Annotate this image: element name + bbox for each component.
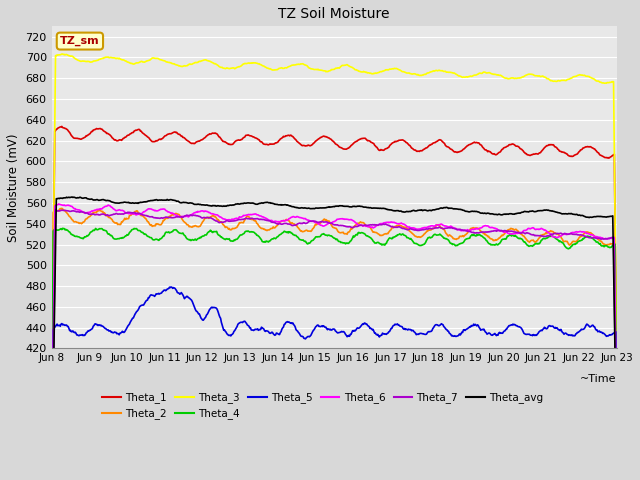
- Line: Theta_3: Theta_3: [52, 54, 617, 420]
- Theta_avg: [420, 207, 428, 213]
- Theta_2: [174, 211, 182, 217]
- Theta_7: [404, 227, 412, 233]
- Line: Theta_avg: Theta_avg: [52, 197, 617, 480]
- Theta_1: [613, 387, 621, 393]
- Theta_avg: [613, 450, 621, 456]
- Theta_1: [420, 146, 428, 152]
- Text: TZ_sm: TZ_sm: [60, 36, 100, 46]
- Theta_2: [420, 231, 428, 237]
- Theta_avg: [58, 195, 66, 201]
- Theta_6: [404, 224, 412, 230]
- Theta_avg: [204, 203, 212, 208]
- Theta_6: [174, 213, 182, 219]
- Theta_2: [404, 226, 412, 232]
- Theta_2: [117, 221, 125, 227]
- Theta_2: [48, 439, 56, 444]
- Theta_3: [117, 56, 125, 62]
- Theta_5: [174, 290, 182, 296]
- Theta_avg: [117, 200, 125, 205]
- Theta_1: [58, 123, 66, 129]
- Theta_avg: [404, 209, 412, 215]
- Title: TZ Soil Moisture: TZ Soil Moisture: [278, 7, 390, 21]
- Theta_3: [404, 70, 412, 76]
- Theta_4: [420, 241, 428, 247]
- Theta_6: [117, 207, 125, 213]
- Theta_7: [174, 214, 182, 220]
- Theta_5: [404, 327, 412, 333]
- Legend: Theta_1, Theta_2, Theta_3, Theta_4, Theta_5, Theta_6, Theta_7, Theta_avg: Theta_1, Theta_2, Theta_3, Theta_4, Thet…: [102, 392, 543, 420]
- Theta_3: [420, 72, 428, 77]
- Theta_5: [116, 330, 124, 336]
- Theta_4: [613, 457, 621, 463]
- Theta_4: [48, 451, 56, 456]
- Theta_1: [204, 132, 212, 138]
- Line: Theta_2: Theta_2: [52, 208, 617, 459]
- Theta_2: [204, 215, 212, 220]
- Line: Theta_1: Theta_1: [52, 126, 617, 458]
- Theta_4: [58, 227, 66, 232]
- Theta_4: [174, 229, 182, 235]
- Theta_4: [404, 235, 412, 240]
- Theta_3: [204, 58, 212, 63]
- Theta_5: [204, 310, 212, 316]
- Y-axis label: Soil Moisture (mV): Soil Moisture (mV): [7, 133, 20, 241]
- Theta_5: [167, 284, 175, 290]
- Theta_5: [420, 331, 428, 337]
- Theta_5: [613, 442, 621, 448]
- Theta_2: [58, 205, 66, 211]
- Line: Theta_4: Theta_4: [52, 228, 617, 460]
- Theta_1: [48, 456, 56, 461]
- Theta_3: [58, 51, 66, 57]
- Theta_6: [55, 201, 63, 207]
- Theta_6: [613, 440, 621, 445]
- Theta_1: [59, 125, 67, 131]
- Theta_3: [174, 62, 182, 68]
- Theta_3: [59, 51, 67, 57]
- Theta_4: [117, 235, 125, 241]
- Theta_4: [59, 226, 67, 231]
- Line: Theta_7: Theta_7: [52, 210, 617, 480]
- Theta_1: [174, 131, 182, 137]
- Theta_7: [204, 215, 212, 220]
- Theta_5: [58, 321, 66, 326]
- Theta_3: [48, 418, 56, 423]
- Theta_7: [59, 207, 67, 213]
- Theta_avg: [68, 194, 76, 200]
- Theta_3: [613, 360, 621, 366]
- X-axis label: ~Time: ~Time: [580, 374, 617, 384]
- Line: Theta_6: Theta_6: [52, 204, 617, 480]
- Theta_6: [420, 225, 428, 230]
- Theta_4: [204, 229, 212, 235]
- Theta_2: [59, 206, 67, 212]
- Theta_7: [420, 227, 428, 232]
- Theta_2: [613, 456, 621, 462]
- Theta_7: [613, 453, 621, 458]
- Theta_7: [117, 211, 125, 217]
- Line: Theta_5: Theta_5: [52, 287, 617, 480]
- Theta_6: [204, 209, 212, 215]
- Theta_avg: [174, 198, 182, 204]
- Theta_6: [59, 202, 67, 208]
- Theta_7: [52, 207, 60, 213]
- Theta_1: [404, 141, 412, 146]
- Theta_1: [117, 137, 125, 143]
